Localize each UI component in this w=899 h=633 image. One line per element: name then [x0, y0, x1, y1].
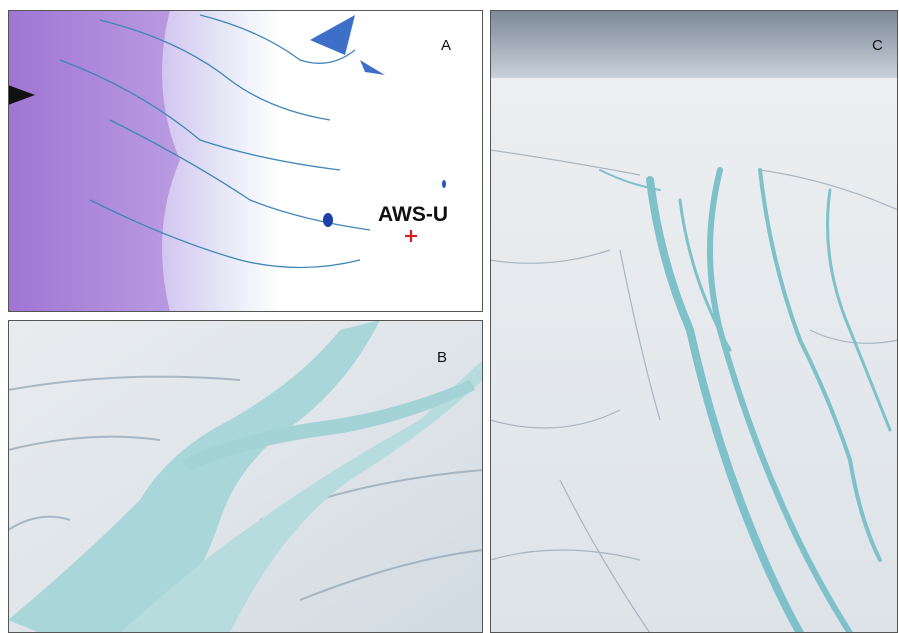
figure: AWS-U A B [0, 0, 899, 633]
panel-label: B [437, 349, 447, 366]
panel-label: A [441, 37, 451, 54]
annotation: AWS-U [378, 203, 448, 226]
panel-a: AWS-U A [8, 10, 483, 312]
panel-c: C [490, 10, 898, 633]
panel-label: C [872, 37, 883, 54]
panel-b: B [8, 320, 483, 633]
